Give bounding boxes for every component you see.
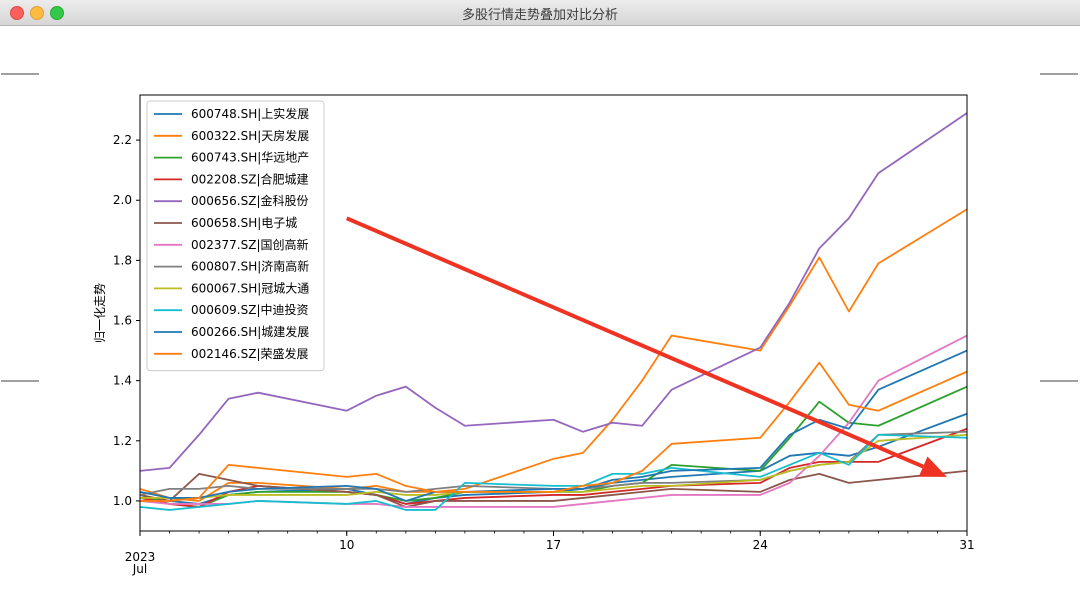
x-tick-label: 17 (546, 538, 561, 552)
x-tick-label: Jul (132, 562, 147, 576)
y-tick-label: 1.2 (113, 434, 132, 448)
legend-entry-label: 600067.SH|冠城大通 (191, 281, 309, 295)
legend-entry-label: 600266.SH|城建发展 (191, 324, 309, 339)
legend-entry-label: 002377.SZ|国创高新 (191, 237, 309, 252)
close-button[interactable] (10, 6, 24, 20)
title-bar: 多股行情走势叠加对比分析 (0, 0, 1080, 26)
x-tick-label: 2023 (125, 550, 156, 564)
legend-entry-label: 600322.SH|天房发展 (191, 128, 309, 143)
legend-box (146, 100, 325, 372)
series-line-4 (139, 112, 968, 472)
y-tick-label: 1.8 (113, 253, 132, 267)
y-tick-label: 2.0 (113, 193, 132, 207)
legend-entry-label: 600658.SH|电子城 (191, 216, 297, 230)
y-axis-label: 归一化走势 (93, 283, 107, 343)
series-line-5 (139, 469, 968, 508)
minimize-button[interactable] (30, 6, 44, 20)
x-tick-label: 24 (753, 538, 768, 552)
legend-entry-label: 000609.SZ|中迪投资 (191, 302, 309, 317)
legend-entry-label: 002208.SZ|合肥城建 (191, 171, 309, 186)
y-tick-label: 1.0 (113, 494, 132, 508)
zoom-button[interactable] (50, 6, 64, 20)
legend-entry-label: 002146.SZ|荣盛发展 (191, 346, 309, 361)
window-title: 多股行情走势叠加对比分析 (461, 8, 618, 23)
x-tick-label: 31 (959, 538, 974, 552)
legend-entry-label: 600807.SH|济南高新 (191, 259, 309, 274)
series-line-11 (140, 361, 968, 502)
legend-entry-label: 600748.SH|上实发展 (191, 106, 309, 121)
y-tick-label: 2.2 (113, 133, 132, 147)
series-line-10 (139, 349, 968, 502)
annotation-arrow-head (918, 456, 947, 477)
y-tick-label: 1.6 (113, 314, 132, 328)
legend-entry-label: 000656.SZ|金科股份 (191, 193, 309, 208)
series-line-9 (139, 433, 968, 511)
series-line-1 (139, 208, 968, 502)
y-tick-label: 1.4 (113, 374, 132, 388)
legend-entry-label: 600743.SH|华远地产 (191, 151, 309, 165)
x-tick-label: 10 (339, 538, 354, 552)
annotation-arrow-shaft (345, 216, 924, 469)
